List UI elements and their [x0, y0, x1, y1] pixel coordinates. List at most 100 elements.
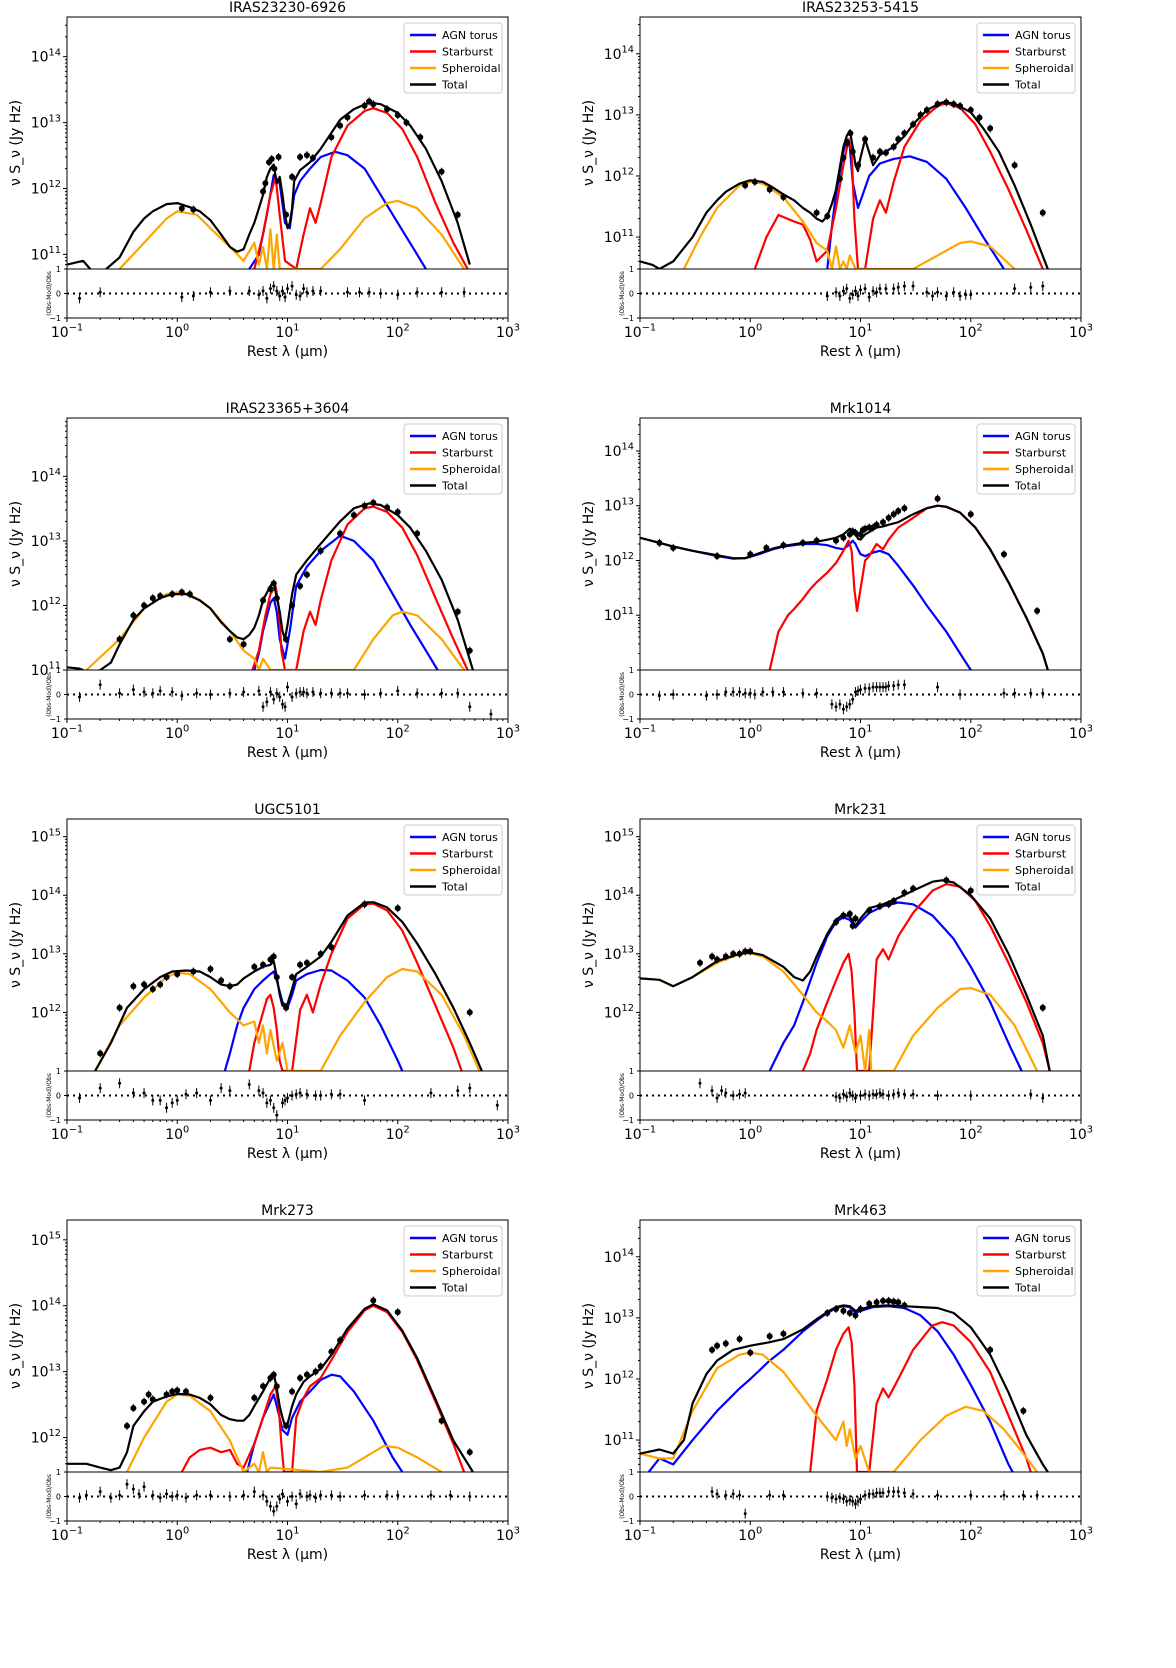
data-point: [283, 1004, 290, 1011]
residual-point: [867, 295, 871, 299]
residual-point: [78, 1096, 82, 1100]
residual-panel: 1 0 −1(Obs-Mod)/Obs: [46, 1067, 509, 1125]
data-point: [123, 1422, 130, 1429]
panel-title: IRAS23253-5415: [802, 0, 919, 16]
data-point: [890, 1298, 897, 1305]
data-point: [917, 111, 924, 118]
data-point: [283, 211, 290, 218]
data-point: [780, 542, 787, 549]
residual-point: [286, 685, 289, 689]
data-point: [270, 953, 277, 960]
data-point: [862, 136, 869, 143]
residual-point: [853, 289, 857, 293]
residual-tick-label: 0: [56, 691, 61, 700]
y-tick-label: 1012: [604, 551, 634, 569]
residual-axis-label: (Obs-Mod)/Obs: [619, 672, 626, 717]
residual-point: [170, 1495, 174, 1498]
x-tick-label: 101: [275, 323, 299, 341]
residual-point: [379, 691, 383, 695]
data-point: [696, 959, 703, 966]
x-tick-label: 101: [275, 724, 299, 742]
y-axis-label: ν S_ν (Jy Hz): [8, 100, 24, 186]
residual-point: [892, 1490, 896, 1494]
residual-point: [834, 705, 838, 709]
series-line-total: [640, 504, 1049, 670]
data-point: [394, 1309, 401, 1316]
data-point: [885, 901, 892, 908]
data-point: [303, 571, 310, 578]
residual-point: [345, 290, 349, 294]
data-point: [901, 505, 908, 512]
data-point: [656, 539, 663, 546]
data-point: [361, 502, 368, 509]
data-point: [1000, 551, 1007, 558]
legend-label: Spheroidal: [442, 62, 501, 75]
residual-tick-label: 1: [56, 666, 61, 675]
residual-point: [859, 288, 862, 292]
data-point: [824, 213, 831, 220]
residual-point: [863, 1092, 867, 1096]
residual-point: [228, 1495, 232, 1498]
residual-point: [131, 1091, 135, 1095]
data-point: [840, 1307, 847, 1314]
residual-point: [825, 1495, 829, 1498]
legend: AGN torus Starburst Spheroidal Total: [403, 22, 503, 94]
x-axis-label: Rest λ (μm): [247, 1146, 328, 1162]
data-point: [130, 612, 137, 619]
residual-point: [468, 1495, 472, 1498]
residual-point: [257, 1089, 261, 1093]
data-point: [846, 910, 853, 917]
data-point: [297, 1375, 304, 1382]
x-tick-label: 102: [386, 323, 410, 341]
data-point: [394, 112, 401, 119]
residual-point: [252, 1490, 256, 1494]
data-point: [262, 180, 269, 187]
residual-points: [825, 281, 1045, 304]
y-tick-label: 1015: [604, 827, 634, 845]
data-point: [967, 511, 974, 518]
y-tick-label: 1011: [31, 661, 61, 679]
residual-point: [228, 289, 232, 293]
data-point: [714, 956, 721, 963]
data-point: [943, 877, 950, 884]
residual-tick-label: −1: [622, 314, 634, 323]
residual-point: [781, 1493, 785, 1497]
data-point: [328, 134, 335, 141]
residual-point: [208, 1098, 212, 1102]
residual-tick-label: −1: [622, 1517, 634, 1526]
data-point: [466, 1449, 473, 1456]
residual-point: [952, 290, 956, 294]
residual-points: [78, 281, 466, 304]
legend-label: AGN torus: [442, 430, 498, 443]
data-point: [273, 595, 280, 602]
y-tick-label: 1012: [31, 179, 61, 197]
x-tick-label: 100: [738, 323, 762, 341]
residual-point: [856, 689, 860, 693]
x-tick-label: 101: [275, 1125, 299, 1143]
residual-point: [456, 691, 460, 695]
residual-point: [170, 690, 174, 694]
x-tick-label: 101: [848, 724, 872, 742]
residual-point: [853, 690, 857, 694]
residual-point: [286, 287, 289, 291]
data-point: [226, 636, 233, 643]
residual-point: [109, 1496, 113, 1500]
data-point: [97, 1050, 104, 1057]
data-point: [747, 1349, 754, 1356]
residual-point: [261, 705, 265, 709]
x-tick-label: 100: [738, 1526, 762, 1544]
y-tick-label: 1013: [31, 113, 61, 131]
residual-point: [925, 290, 929, 294]
residual-point: [440, 691, 444, 695]
data-point: [670, 544, 677, 551]
legend: AGN torus Starburst Spheroidal Total: [403, 1225, 503, 1297]
data-point: [77, 271, 83, 277]
residual-tick-label: 1: [56, 1468, 61, 1477]
data-point: [361, 901, 368, 908]
residual-point: [396, 689, 400, 693]
data-point: [394, 509, 401, 516]
residual-point: [305, 1495, 309, 1498]
